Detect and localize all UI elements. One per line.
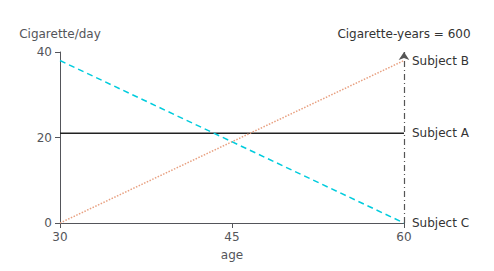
svg-text:Cigarette-years = 600: Cigarette-years = 600: [337, 27, 470, 41]
svg-text:Subject C: Subject C: [412, 216, 469, 230]
svg-text:0: 0: [44, 216, 52, 230]
svg-text:Subject B: Subject B: [412, 54, 469, 68]
svg-text:60: 60: [396, 230, 411, 244]
svg-text:45: 45: [224, 230, 239, 244]
svg-text:Subject A: Subject A: [412, 126, 470, 140]
svg-text:Cigarette/day: Cigarette/day: [19, 27, 101, 41]
svg-text:age: age: [221, 248, 243, 262]
svg-text:40: 40: [37, 45, 52, 59]
svg-text:30: 30: [52, 230, 67, 244]
svg-text:20: 20: [37, 131, 52, 145]
